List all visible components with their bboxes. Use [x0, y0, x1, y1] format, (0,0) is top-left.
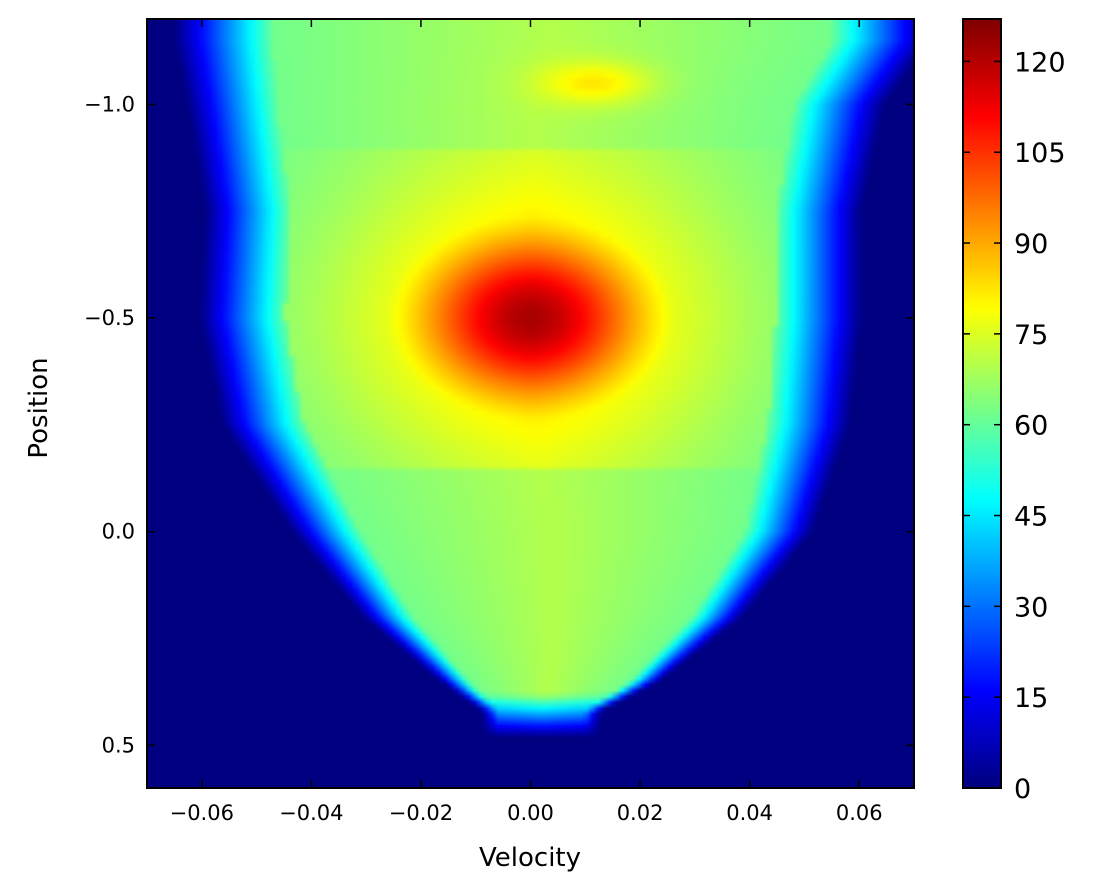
y-tick-label: 0.5 — [102, 733, 135, 757]
colorbar-tick-label: 90 — [1014, 229, 1048, 260]
y-axis-label: Position — [24, 357, 54, 458]
x-tick-label: 0.04 — [726, 801, 773, 825]
colorbar-tick-label: 120 — [1014, 47, 1066, 78]
colorbar: 0 15 30 45 60 75 90 105 120 — [962, 18, 1066, 805]
x-tick-label: 0.00 — [507, 801, 554, 825]
x-tick-label: −0.04 — [279, 801, 343, 825]
x-tick-label: 0.02 — [617, 801, 664, 825]
colorbar-tick-label: 45 — [1014, 502, 1048, 533]
colorbar-tick-label: 30 — [1014, 592, 1048, 623]
colorbar-tick-label: 75 — [1014, 320, 1048, 351]
colorbar-tick-label: 105 — [1014, 138, 1066, 169]
colorbar-tick-label: 60 — [1014, 411, 1048, 442]
x-axis-label: Velocity — [479, 843, 581, 873]
x-tick-label: −0.02 — [389, 801, 453, 825]
colorbar-tick-label: 0 — [1014, 774, 1031, 805]
y-tick-label: 0.0 — [102, 520, 135, 544]
y-tick-label: −0.5 — [84, 306, 135, 330]
x-axis-ticks: −0.06 −0.04 −0.02 0.00 0.02 0.04 0.06 — [170, 19, 883, 825]
heatmap-image — [147, 19, 914, 788]
colorbar-ticks: 0 15 30 45 60 75 90 105 120 — [963, 47, 1066, 805]
y-tick-label: −1.0 — [84, 92, 135, 116]
x-tick-label: −0.06 — [170, 801, 234, 825]
colorbar-frame — [962, 18, 1002, 789]
colorbar-gradient — [963, 19, 1001, 788]
colorbar-tick-label: 15 — [1014, 683, 1048, 714]
x-tick-label: 0.06 — [836, 801, 883, 825]
plot-area — [146, 18, 915, 789]
y-axis-ticks: −1.0 −0.5 0.0 0.5 — [84, 92, 914, 757]
